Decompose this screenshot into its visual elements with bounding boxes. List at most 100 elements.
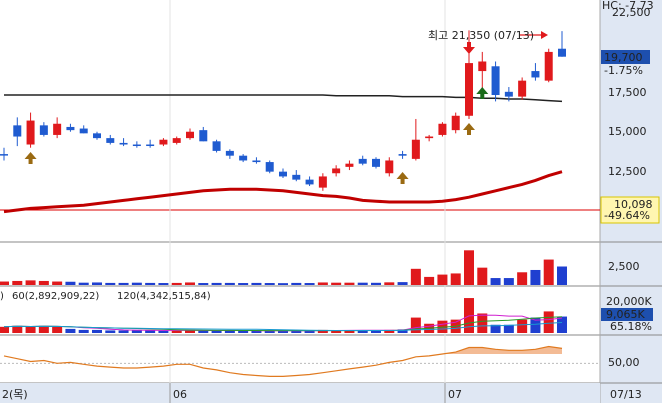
volume-bar	[291, 282, 302, 285]
volume-bar	[264, 283, 275, 285]
y-tick-17500: 17,500	[608, 86, 647, 99]
candle-body	[332, 168, 341, 174]
current-price: 19,700	[604, 51, 643, 64]
amount-bar	[503, 324, 514, 333]
x-label-date-start: 2(목)	[2, 388, 28, 401]
amount-bar	[52, 326, 63, 333]
volume-bar	[25, 280, 36, 285]
amount-bar	[344, 330, 355, 333]
y-tick-15000: 15,000	[608, 125, 647, 138]
candle-body	[106, 138, 115, 143]
amount-tick-20000: 20,000K	[606, 295, 652, 308]
candle-body	[425, 136, 434, 139]
amount-current: 9,065K	[606, 308, 645, 321]
volume-bar	[530, 269, 541, 285]
volume-bar	[503, 278, 514, 285]
amount-bar	[291, 330, 302, 333]
candle-body	[451, 115, 460, 131]
candle-body	[465, 63, 473, 116]
amount-legend-0: )	[0, 291, 4, 302]
candle-body	[544, 51, 553, 81]
current-price-box	[601, 50, 650, 64]
candle-body	[292, 174, 301, 180]
volume-bar	[278, 283, 288, 285]
amount-legend-60: 60(2,892,909,22)	[12, 291, 99, 302]
amount-bar	[158, 330, 169, 333]
price-panel	[0, 30, 566, 214]
volume-bar	[118, 282, 129, 285]
volume-bar	[251, 282, 262, 285]
amount-bar	[477, 313, 488, 333]
osc-overbought-area	[4, 346, 562, 354]
x-label-07: 07	[448, 388, 462, 401]
volume-bar	[424, 276, 435, 285]
x-label-current-date: 07/13	[610, 388, 642, 401]
volume-bar	[490, 278, 501, 285]
amount-bar	[251, 330, 262, 333]
candle-body	[239, 155, 248, 161]
volume-bar	[517, 272, 528, 285]
oscillator-panel	[0, 345, 600, 377]
amount-bar	[185, 329, 195, 333]
volume-bar	[357, 282, 368, 285]
candle-body	[39, 125, 48, 135]
amount-bar	[410, 317, 421, 333]
amount-bar	[384, 329, 395, 333]
amount-bar	[278, 330, 288, 333]
signal-up-arrow-icon	[463, 123, 475, 135]
candle-body	[159, 139, 168, 145]
amount-bar	[264, 330, 275, 333]
candle-body	[478, 61, 487, 72]
volume-bar	[317, 282, 328, 285]
long_ma_red-line	[3, 170, 563, 214]
volume-bar	[185, 282, 195, 285]
candle-body	[558, 48, 566, 57]
candle-body	[411, 139, 420, 159]
amount-bar	[198, 330, 209, 333]
amount-bar	[65, 328, 76, 333]
volume-bar	[12, 280, 23, 285]
volume-bar	[0, 281, 9, 285]
candle-body	[199, 130, 208, 142]
volume-bar	[158, 283, 169, 285]
amount-legend-120: 120(4,342,515,84)	[117, 291, 211, 302]
volume-bar	[211, 282, 222, 285]
candle-body	[66, 126, 75, 131]
amount-ma-line	[3, 322, 563, 331]
amount-bar	[25, 326, 36, 333]
signal-up-arrow-icon	[24, 152, 37, 164]
candle-body	[146, 144, 155, 147]
amount-bar	[517, 319, 528, 333]
candle-body	[93, 133, 101, 139]
volume-bar	[171, 282, 182, 285]
candle-body	[518, 80, 527, 97]
candle-body	[358, 158, 367, 164]
volume-bar	[557, 266, 567, 285]
amount-bar	[490, 324, 501, 333]
candle-body	[186, 131, 194, 139]
amount-bar	[145, 330, 156, 333]
amount-bar	[211, 330, 222, 333]
high-pointer-arrow-icon	[541, 31, 548, 39]
volume-bar	[224, 282, 235, 285]
amount-bar	[317, 329, 328, 333]
volume-panel	[0, 250, 567, 285]
low-price: 10,098	[614, 198, 653, 211]
signal-down-arrow-icon	[463, 42, 475, 54]
candle-body	[385, 160, 394, 174]
volume-bar	[464, 250, 474, 285]
volume-bar	[238, 283, 249, 285]
amount-bar	[78, 329, 89, 333]
volume-bar	[437, 274, 448, 285]
amount-bar	[118, 330, 129, 333]
amount-bar	[38, 325, 49, 333]
volume-bar	[92, 282, 102, 285]
amount-bar	[238, 330, 249, 333]
volume-bar	[477, 267, 488, 285]
amount-bar	[224, 330, 235, 333]
amount-bar	[357, 330, 368, 333]
amount-percent: 65.18%	[610, 320, 652, 333]
candle-body	[119, 142, 128, 145]
candle-body	[212, 141, 221, 151]
candle-body	[53, 123, 62, 135]
